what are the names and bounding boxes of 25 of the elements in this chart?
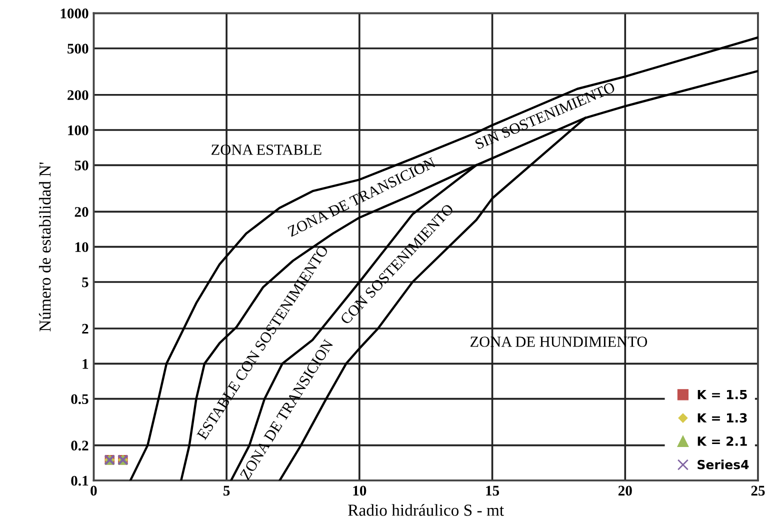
y-tick-label: 2: [82, 324, 88, 334]
x-axis-title: Radio hidráulico S - mt: [348, 504, 504, 516]
x-tick-label: 10: [353, 486, 366, 496]
y-tick-label: 1000: [60, 8, 88, 18]
y-tick-label: 500: [68, 44, 88, 54]
legend-label: K = 1.3: [698, 413, 747, 423]
x-tick-label: 5: [223, 486, 230, 496]
y-tick-label: 0.2: [71, 440, 88, 451]
y-tick-label: 200: [68, 90, 88, 100]
y-axis-title: Número de estabilidad N': [38, 162, 51, 332]
legend-label: Series4: [698, 460, 749, 470]
x-tick-label: 25: [751, 486, 765, 496]
x-tick-label: 15: [486, 486, 500, 496]
legend-label: K = 2.1: [698, 436, 747, 446]
y-tick-label: 5: [82, 278, 88, 288]
y-tick-label: 100: [68, 125, 88, 136]
y-tick-label: 50: [74, 160, 88, 170]
y-tick-label: 10: [75, 242, 88, 252]
y-tick-label: 0.1: [71, 476, 88, 486]
y-tick-label: 20: [74, 207, 88, 217]
legend-label: K = 1.5: [698, 390, 747, 400]
y-tick-label: 0.5: [71, 394, 88, 404]
x-tick-label: 20: [618, 486, 632, 496]
y-tick-label: 1: [82, 359, 88, 369]
x-tick-label: 0: [90, 486, 97, 496]
